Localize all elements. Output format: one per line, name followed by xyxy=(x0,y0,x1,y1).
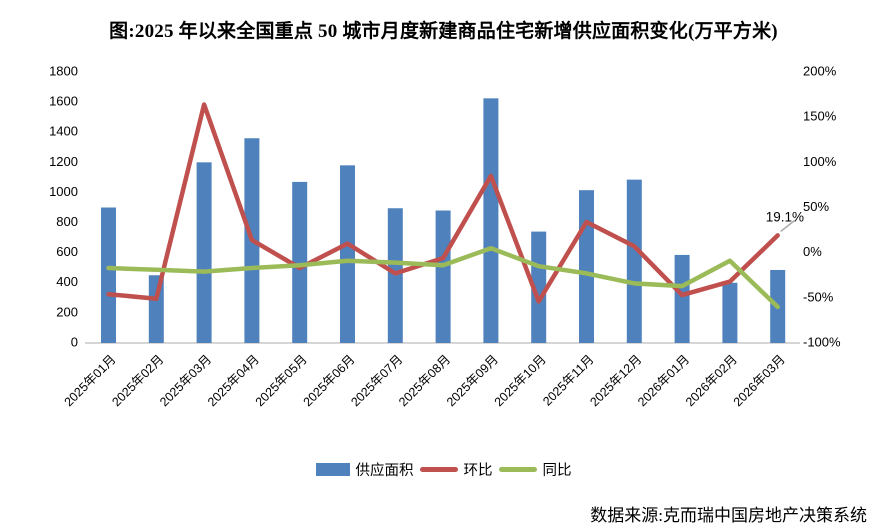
supply-bar xyxy=(626,179,642,343)
supply-bar xyxy=(579,190,594,343)
legend-label-supply: 供应面积 xyxy=(355,463,414,479)
legend-label-yoy: 同比 xyxy=(542,463,572,479)
left-axis-tick: 400 xyxy=(56,274,78,289)
yoy-line-swatch xyxy=(498,467,537,472)
left-axis-tick: 0 xyxy=(71,334,78,349)
chart-title: 图:2025 年以来全国重点 50 城市月度新建商品住宅新增供应面积变化(万平方… xyxy=(109,21,778,42)
supply-bar xyxy=(435,210,451,343)
legend-item-mom: 环比 xyxy=(419,459,493,480)
supply-bar xyxy=(292,181,308,343)
right-axis-tick: 200% xyxy=(803,63,837,78)
mom-line xyxy=(106,102,780,304)
left-axis-tick: 1000 xyxy=(49,184,78,199)
plot-area: 1800 1600 1400 1200 1000 800 600 400 200 0 200% 150… xyxy=(49,63,841,409)
mom-last-value-label: 19.1% xyxy=(766,209,804,224)
supply-bar xyxy=(722,282,738,343)
left-axis-tick: 1400 xyxy=(49,124,78,139)
yoy-line xyxy=(106,245,780,310)
legend-item-supply: 供应面积 xyxy=(315,459,414,480)
data-source-note: 数据来源:克而瑞中国房地产决策系统 xyxy=(590,506,867,525)
right-axis-tick: -100% xyxy=(803,334,841,349)
supply-bar xyxy=(674,254,690,343)
right-axis-tick: 150% xyxy=(803,109,837,124)
supply-bar xyxy=(196,162,212,343)
left-axis-tick: 1600 xyxy=(49,94,78,109)
right-axis-tick: -50% xyxy=(803,289,834,304)
right-axis-tick: 50% xyxy=(803,199,829,214)
right-axis-tick: 100% xyxy=(803,154,837,169)
mom-line-swatch xyxy=(419,467,458,472)
legend-item-yoy: 同比 xyxy=(498,459,572,480)
left-axis-tick: 200 xyxy=(56,304,78,319)
supply-bar xyxy=(483,98,499,343)
legend-label-mom: 环比 xyxy=(463,463,493,479)
annotation-leader-line xyxy=(780,219,796,233)
left-axis-tick: 800 xyxy=(56,214,78,229)
left-axis-tick: 1800 xyxy=(49,63,78,78)
supply-bar xyxy=(340,165,355,343)
supply-bar xyxy=(531,231,547,343)
left-axis-tick: 600 xyxy=(56,244,78,259)
x-axis-label: 2025年10月 xyxy=(492,352,549,409)
supply-bar-swatch xyxy=(315,463,350,476)
left-axis-tick: 1200 xyxy=(49,154,78,169)
supply-bar xyxy=(101,207,116,343)
legend: 供应面积 环比 同比 xyxy=(0,459,887,480)
x-axis-label: 2026年03月 xyxy=(731,352,788,409)
right-axis-tick: 0% xyxy=(803,244,822,259)
